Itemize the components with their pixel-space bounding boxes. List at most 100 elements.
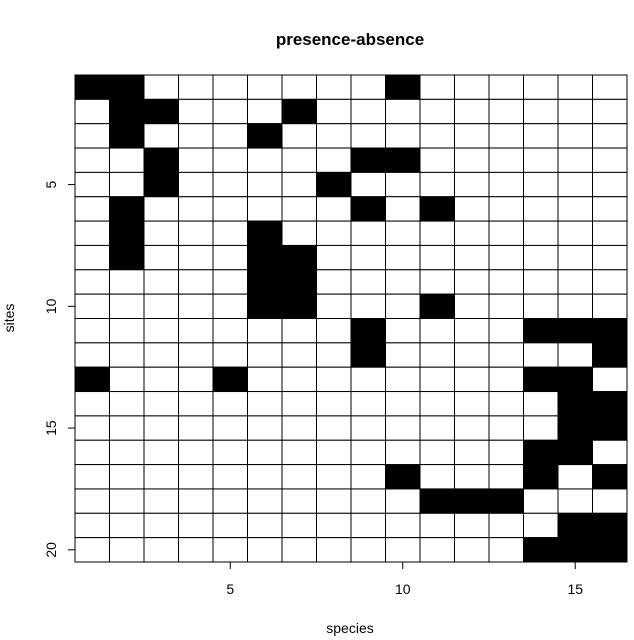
cell-site-4-species-1 xyxy=(74,147,110,173)
cell-site-4-species-12 xyxy=(454,147,490,173)
cell-site-9-species-15 xyxy=(557,269,593,295)
cell-site-18-species-3 xyxy=(143,488,179,514)
cell-site-17-species-5 xyxy=(212,464,248,490)
cell-site-16-species-2 xyxy=(109,439,145,466)
cell-site-9-species-11 xyxy=(419,269,455,295)
cell-site-18-species-1 xyxy=(74,488,110,514)
cell-site-1-species-6 xyxy=(247,74,283,100)
cell-site-18-species-9 xyxy=(350,488,386,514)
cell-site-17-species-1 xyxy=(74,464,110,490)
cell-site-18-species-15 xyxy=(557,488,593,514)
cell-site-3-species-16 xyxy=(592,123,628,149)
cell-site-5-species-13 xyxy=(488,171,524,198)
cell-site-3-species-5 xyxy=(212,123,248,149)
y-tick-label-15: 15 xyxy=(43,420,59,436)
cell-site-1-species-16 xyxy=(592,74,628,100)
cell-site-18-species-4 xyxy=(178,488,214,514)
cell-site-13-species-5 xyxy=(212,366,248,393)
cell-site-2-species-9 xyxy=(350,98,386,125)
cell-site-20-species-7 xyxy=(281,537,317,563)
cell-site-2-species-3 xyxy=(143,98,179,125)
x-axis-label: species xyxy=(326,620,373,636)
cell-site-18-species-2 xyxy=(109,488,145,514)
cell-site-16-species-1 xyxy=(74,439,110,466)
cell-site-7-species-10 xyxy=(385,220,421,246)
cell-site-20-species-9 xyxy=(350,537,386,563)
cell-site-10-species-8 xyxy=(316,293,352,319)
cell-site-18-species-5 xyxy=(212,488,248,514)
cell-site-16-species-13 xyxy=(488,439,524,466)
cell-site-12-species-14 xyxy=(523,342,559,368)
cell-site-11-species-12 xyxy=(454,318,490,344)
cell-site-1-species-11 xyxy=(419,74,455,100)
cell-site-8-species-6 xyxy=(247,244,283,271)
cell-site-15-species-1 xyxy=(74,415,110,441)
cell-site-9-species-9 xyxy=(350,269,386,295)
cell-site-13-species-1 xyxy=(74,366,110,393)
cell-site-13-species-16 xyxy=(592,366,628,393)
cell-site-1-species-4 xyxy=(178,74,214,100)
cell-site-14-species-5 xyxy=(212,391,248,417)
cell-site-15-species-3 xyxy=(143,415,179,441)
cell-site-14-species-6 xyxy=(247,391,283,417)
cell-site-10-species-7 xyxy=(281,293,317,319)
cell-site-5-species-10 xyxy=(385,171,421,198)
cell-site-19-species-2 xyxy=(109,512,145,539)
cell-site-14-species-14 xyxy=(523,391,559,417)
cell-site-2-species-12 xyxy=(454,98,490,125)
cell-site-2-species-6 xyxy=(247,98,283,125)
cell-site-14-species-3 xyxy=(143,391,179,417)
cell-site-10-species-16 xyxy=(592,293,628,319)
cell-site-18-species-13 xyxy=(488,488,524,514)
cell-site-5-species-3 xyxy=(143,171,179,198)
cell-site-5-species-14 xyxy=(523,171,559,198)
cell-site-20-species-16 xyxy=(592,537,628,563)
cell-site-15-species-14 xyxy=(523,415,559,441)
cell-site-14-species-1 xyxy=(74,391,110,417)
cell-site-1-species-7 xyxy=(281,74,317,100)
cell-site-8-species-15 xyxy=(557,244,593,271)
cell-site-6-species-9 xyxy=(350,196,386,222)
cell-site-11-species-13 xyxy=(488,318,524,344)
cell-site-12-species-11 xyxy=(419,342,455,368)
cell-site-2-species-15 xyxy=(557,98,593,125)
cell-site-11-species-14 xyxy=(523,318,559,344)
cell-site-20-species-11 xyxy=(419,537,455,563)
cell-site-7-species-8 xyxy=(316,220,352,246)
cell-site-12-species-10 xyxy=(385,342,421,368)
cell-site-17-species-10 xyxy=(385,464,421,490)
cell-site-20-species-2 xyxy=(109,537,145,563)
cell-site-17-species-15 xyxy=(557,464,593,490)
cell-site-9-species-14 xyxy=(523,269,559,295)
cell-site-12-species-16 xyxy=(592,342,628,368)
cell-site-17-species-9 xyxy=(350,464,386,490)
cell-site-14-species-8 xyxy=(316,391,352,417)
cell-site-4-species-5 xyxy=(212,147,248,173)
cell-site-12-species-4 xyxy=(178,342,214,368)
cell-site-3-species-6 xyxy=(247,123,283,149)
cell-site-15-species-7 xyxy=(281,415,317,441)
cell-site-12-species-2 xyxy=(109,342,145,368)
cell-site-7-species-3 xyxy=(143,220,179,246)
cell-site-19-species-11 xyxy=(419,512,455,539)
cell-site-13-species-11 xyxy=(419,366,455,393)
cell-site-13-species-9 xyxy=(350,366,386,393)
cell-site-20-species-5 xyxy=(212,537,248,563)
x-tick-label-5: 5 xyxy=(226,581,234,597)
cell-site-8-species-9 xyxy=(350,244,386,271)
cell-site-3-species-11 xyxy=(419,123,455,149)
cell-site-5-species-7 xyxy=(281,171,317,198)
cell-site-15-species-13 xyxy=(488,415,524,441)
cell-site-11-species-15 xyxy=(557,318,593,344)
cell-site-13-species-15 xyxy=(557,366,593,393)
cell-site-14-species-16 xyxy=(592,391,628,417)
cell-site-9-species-4 xyxy=(178,269,214,295)
cell-site-10-species-14 xyxy=(523,293,559,319)
cell-site-7-species-2 xyxy=(109,220,145,246)
cell-site-9-species-10 xyxy=(385,269,421,295)
cell-site-1-species-1 xyxy=(74,74,110,100)
cell-site-11-species-5 xyxy=(212,318,248,344)
cell-site-3-species-10 xyxy=(385,123,421,149)
cell-site-2-species-11 xyxy=(419,98,455,125)
cell-site-18-species-7 xyxy=(281,488,317,514)
